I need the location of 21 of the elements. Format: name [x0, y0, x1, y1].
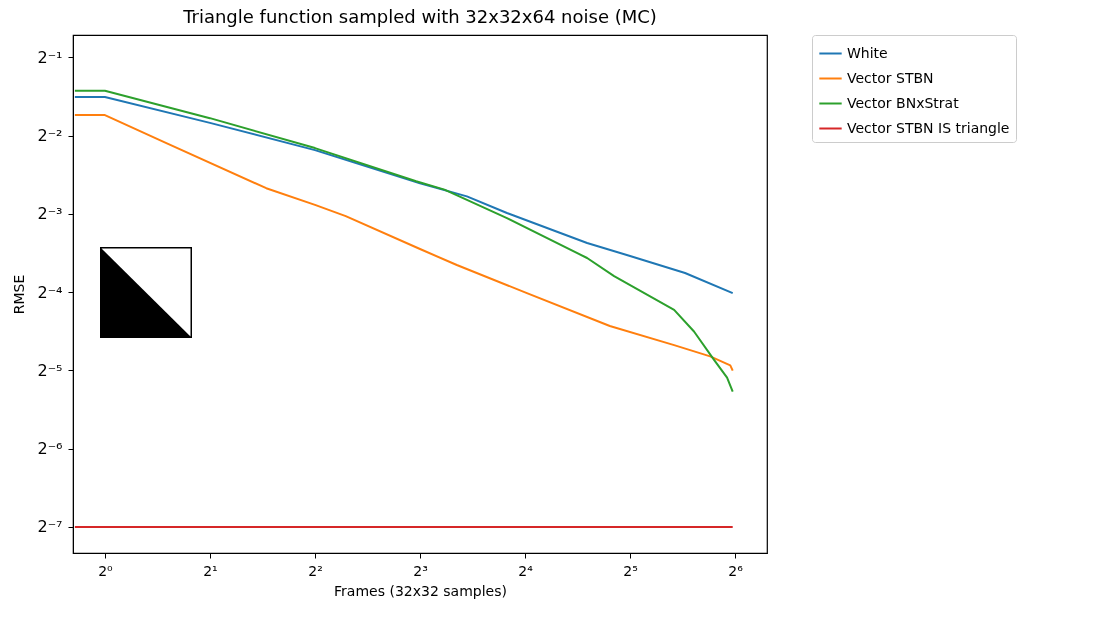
y-tick-label: 2⁻³	[37, 204, 63, 224]
x-axis-title: Frames (32x32 samples)	[334, 582, 507, 599]
legend-label: Vector BNxStrat	[847, 94, 960, 111]
x-tick-label: 2¹	[203, 562, 218, 579]
y-axis-title: RMSE	[11, 274, 28, 315]
chart-title: Triangle function sampled with 32x32x64 noise (MC)	[182, 5, 657, 27]
x-tick-label: 2⁴	[518, 562, 534, 579]
x-tick-label: 2⁶	[728, 562, 744, 579]
y-tick-label: 2⁻⁷	[37, 517, 63, 537]
x-tick-label: 2⁰	[98, 562, 114, 579]
legend-label: White	[847, 44, 888, 61]
legend-label: Vector STBN IS triangle	[847, 119, 1010, 136]
y-tick-label: 2⁻⁶	[37, 439, 63, 459]
y-tick-label: 2⁻⁴	[37, 282, 63, 302]
x-tick-label: 2³	[413, 562, 428, 579]
y-tick-label: 2⁻¹	[37, 47, 63, 67]
x-tick-label: 2²	[308, 562, 323, 579]
y-tick-label: 2⁻⁵	[37, 360, 63, 380]
legend-label: Vector STBN	[847, 69, 934, 86]
y-tick-label: 2⁻²	[37, 126, 63, 146]
x-tick-label: 2⁵	[623, 562, 638, 579]
